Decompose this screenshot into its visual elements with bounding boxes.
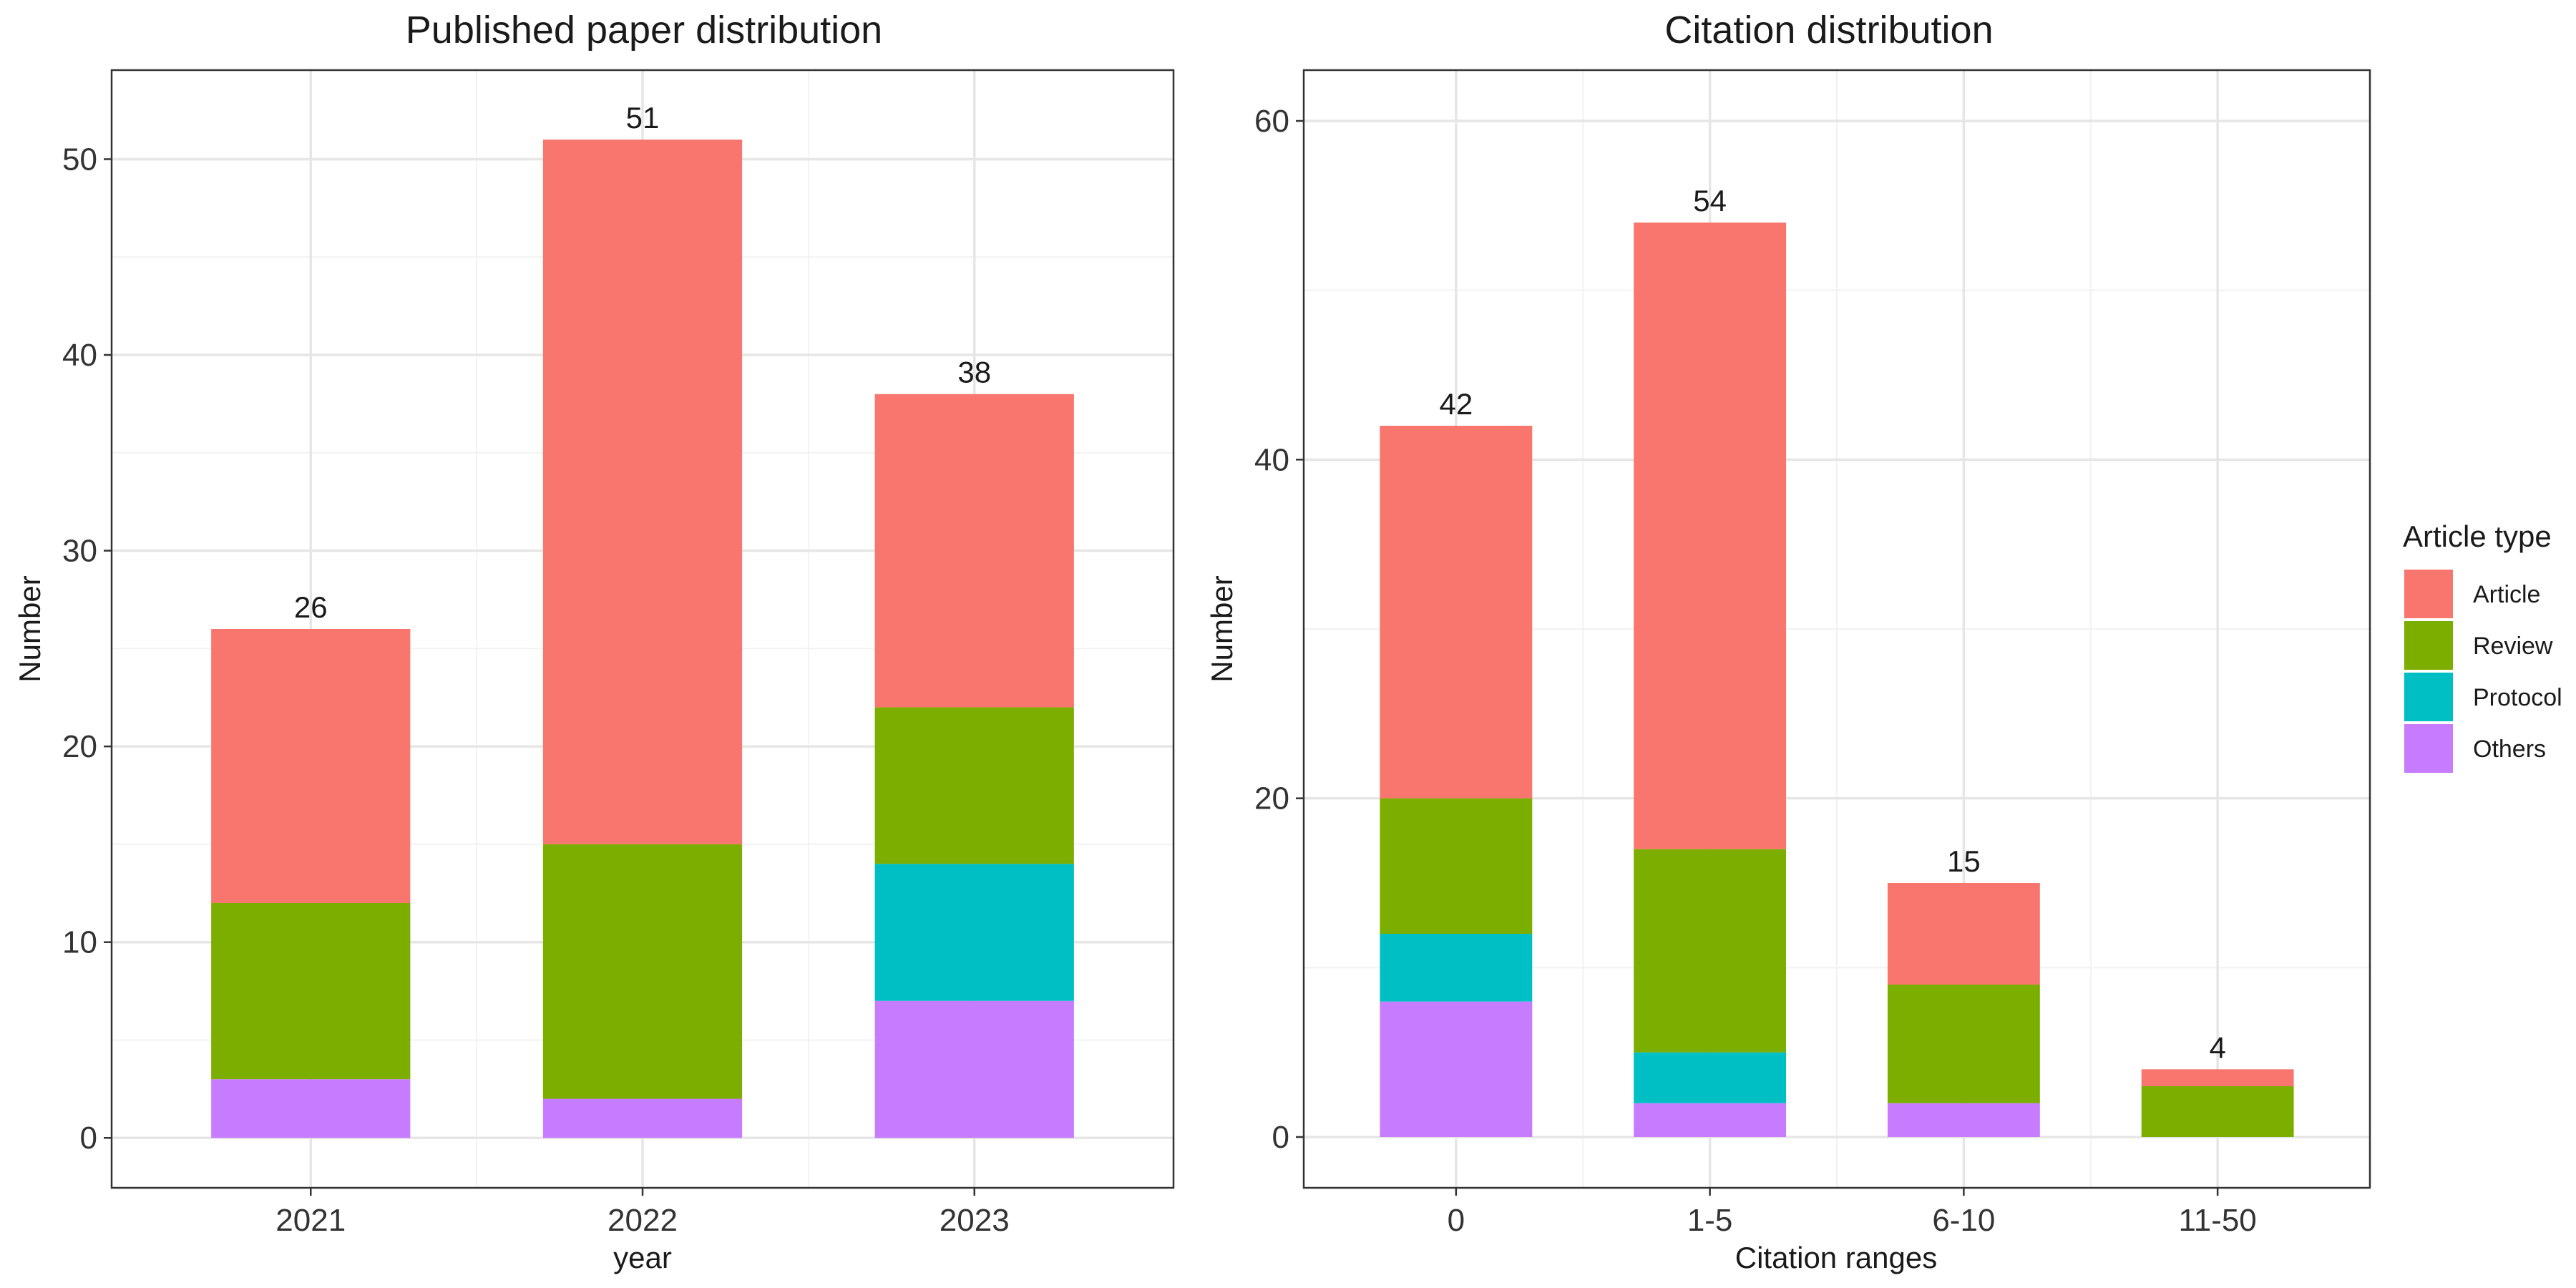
total-label-0: 42 <box>1439 387 1473 421</box>
legend-swatch <box>2404 570 2453 618</box>
total-label-1-5: 54 <box>1693 184 1727 218</box>
legend-items: Article Review Protocol Others <box>2404 570 2562 773</box>
legend-item-others: Others <box>2404 724 2546 773</box>
y-axis-label: Number <box>13 575 47 682</box>
legend-item-article: Article <box>2404 570 2540 618</box>
y-tick-label: 40 <box>62 338 97 373</box>
bar-protocol-1-5 <box>1634 1052 1787 1103</box>
chart-title: Published paper distribution <box>406 9 882 52</box>
x-axis-label: year <box>613 1241 672 1274</box>
y-tick-label: 40 <box>1254 442 1289 477</box>
y-tick-label: 50 <box>62 142 97 177</box>
y-axis-ticks: 0 20 40 60 <box>1254 104 1304 1155</box>
legend-swatch <box>2404 724 2453 773</box>
legend-label: Others <box>2473 736 2546 763</box>
bar-others-2022 <box>542 1098 743 1138</box>
y-axis-ticks: 0 10 20 30 40 50 <box>62 142 112 1156</box>
bar-others-6-10 <box>1887 1103 2040 1137</box>
panel-published-papers: Published paper distribution 26 51 38 0 10 2… <box>13 9 1175 1274</box>
bar-others-0 <box>1380 1001 1533 1137</box>
total-labels: 42 54 15 4 <box>1439 184 2225 1064</box>
y-tick-label: 0 <box>80 1121 97 1156</box>
bar-article-0 <box>1380 426 1533 799</box>
bar-review-6-10 <box>1887 985 2040 1103</box>
chart-title: Citation distribution <box>1664 9 1993 52</box>
x-axis-label: Citation ranges <box>1735 1241 1938 1274</box>
plot-frame <box>110 69 1175 1189</box>
x-axis-ticks: 2021 2022 2023 <box>275 1188 1010 1238</box>
bar-protocol-0 <box>1380 934 1533 1002</box>
x-tick-label: 0 <box>1448 1203 1465 1238</box>
bar-review-0 <box>1380 798 1533 934</box>
bar-others-2023 <box>874 1000 1074 1138</box>
bar-article-6-10 <box>1887 883 2040 985</box>
bar-others-1-5 <box>1634 1103 1787 1137</box>
bar-article-11-50 <box>2141 1069 2294 1086</box>
legend-label: Review <box>2473 633 2553 660</box>
total-label-11-50: 4 <box>2209 1030 2225 1064</box>
total-labels: 26 51 38 <box>294 101 991 624</box>
legend: Article type Article Review Protocol Others <box>2403 519 2562 773</box>
x-tick-label: 6-10 <box>1932 1203 1995 1238</box>
total-label-2022: 51 <box>626 101 660 135</box>
legend-item-protocol: Protocol <box>2404 673 2562 721</box>
y-tick-label: 0 <box>1272 1120 1289 1155</box>
y-tick-label: 20 <box>62 729 97 764</box>
bars <box>211 140 1074 1138</box>
bar-article-2021 <box>211 629 411 903</box>
x-tick-label: 1-5 <box>1687 1203 1733 1238</box>
bar-review-2023 <box>874 707 1074 864</box>
bar-protocol-2023 <box>874 864 1074 1001</box>
legend-label: Protocol <box>2473 684 2562 711</box>
x-tick-label: 2021 <box>275 1203 346 1238</box>
y-tick-label: 60 <box>1254 104 1289 139</box>
y-axis-label: Number <box>1205 575 1239 682</box>
bar-review-2021 <box>211 902 411 1080</box>
legend-swatch <box>2404 621 2453 670</box>
x-axis-ticks: 0 1-5 6-10 11-50 <box>1448 1188 2257 1238</box>
total-label-2023: 38 <box>957 356 991 389</box>
y-tick-label: 10 <box>62 925 97 960</box>
total-label-6-10: 15 <box>1947 844 1981 878</box>
bar-review-1-5 <box>1634 849 1787 1053</box>
panel-citations: Citation distribution 42 54 15 4 0 20 40 60 0 1… <box>1205 9 2371 1274</box>
bar-review-11-50 <box>2141 1086 2294 1137</box>
plot-frame <box>1302 69 2371 1189</box>
bar-article-2022 <box>542 140 743 844</box>
bar-article-1-5 <box>1634 223 1787 849</box>
x-tick-label: 2023 <box>940 1203 1010 1238</box>
x-tick-label: 2022 <box>608 1203 678 1238</box>
bars <box>1380 223 2294 1137</box>
legend-title: Article type <box>2403 519 2552 553</box>
bar-others-2021 <box>211 1079 411 1138</box>
x-tick-label: 11-50 <box>2179 1203 2257 1238</box>
legend-item-review: Review <box>2404 621 2553 670</box>
bar-review-2022 <box>542 844 743 1099</box>
y-tick-label: 20 <box>1254 781 1289 816</box>
legend-swatch <box>2404 673 2453 721</box>
legend-label: Article <box>2473 581 2540 608</box>
bar-article-2023 <box>874 394 1074 708</box>
y-tick-label: 30 <box>62 534 97 569</box>
total-label-2021: 26 <box>294 590 328 624</box>
